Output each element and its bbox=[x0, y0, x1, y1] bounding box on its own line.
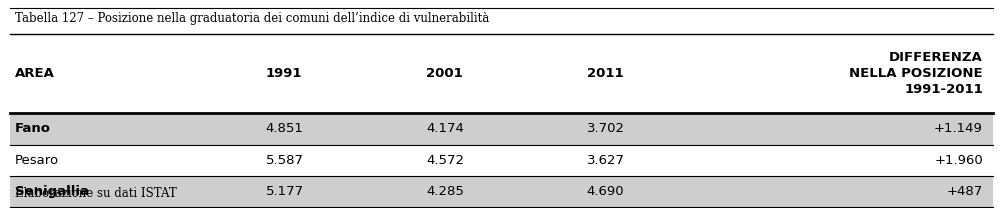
Text: 2001: 2001 bbox=[426, 67, 463, 80]
Text: +1.960: +1.960 bbox=[933, 154, 982, 167]
Text: 1991: 1991 bbox=[266, 67, 302, 80]
Text: 4.851: 4.851 bbox=[266, 123, 304, 135]
Text: 4.572: 4.572 bbox=[426, 154, 464, 167]
Text: Tabella 127 – Posizione nella graduatoria dei comuni dell’indice di vulnerabilit: Tabella 127 – Posizione nella graduatori… bbox=[15, 12, 489, 26]
Text: Fano: Fano bbox=[15, 123, 51, 135]
Text: 3.627: 3.627 bbox=[586, 154, 624, 167]
Text: +487: +487 bbox=[946, 185, 982, 198]
Text: AREA: AREA bbox=[15, 67, 55, 80]
Text: DIFFERENZA
NELLA POSIZIONE
1991-2011: DIFFERENZA NELLA POSIZIONE 1991-2011 bbox=[849, 51, 982, 96]
Text: 3.702: 3.702 bbox=[586, 123, 624, 135]
Text: +1.149: +1.149 bbox=[933, 123, 982, 135]
Text: 4.285: 4.285 bbox=[426, 185, 464, 198]
Text: 4.174: 4.174 bbox=[426, 123, 464, 135]
Bar bbox=[10, 176, 992, 207]
Text: 5.177: 5.177 bbox=[266, 185, 304, 198]
Bar bbox=[10, 113, 992, 145]
Text: 2011: 2011 bbox=[586, 67, 623, 80]
Text: Pesaro: Pesaro bbox=[15, 154, 59, 167]
Text: Elaborazione su dati ISTAT: Elaborazione su dati ISTAT bbox=[15, 187, 176, 200]
Text: 4.690: 4.690 bbox=[586, 185, 624, 198]
Text: Senigallia: Senigallia bbox=[15, 185, 89, 198]
Text: 5.587: 5.587 bbox=[266, 154, 304, 167]
